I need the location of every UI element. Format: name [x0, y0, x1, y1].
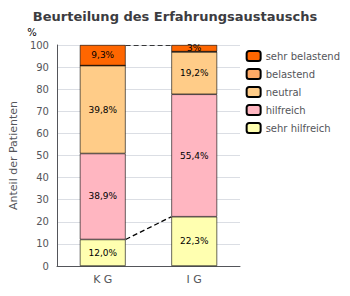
svg-text:K G: K G [93, 273, 112, 286]
svg-text:neutral: neutral [266, 87, 302, 98]
svg-text:9,3%: 9,3% [91, 50, 114, 60]
svg-text:belastend: belastend [266, 69, 315, 80]
svg-text:55,4%: 55,4% [180, 151, 209, 161]
svg-text:100: 100 [30, 40, 49, 51]
svg-text:10: 10 [36, 238, 49, 249]
svg-text:90: 90 [36, 62, 49, 73]
svg-text:sehr belastend: sehr belastend [266, 51, 340, 62]
svg-text:hilfreich: hilfreich [266, 105, 306, 116]
svg-text:3%: 3% [187, 43, 202, 53]
svg-text:38,9%: 38,9% [88, 191, 117, 201]
svg-text:%: % [27, 27, 37, 38]
svg-text:Beurteilung des Erfahrungsaust: Beurteilung des Erfahrungsaustauschs [33, 9, 318, 24]
svg-text:Anteil der Patienten: Anteil der Patienten [7, 101, 20, 210]
svg-text:19,2%: 19,2% [180, 68, 209, 78]
svg-text:22,3%: 22,3% [180, 236, 209, 246]
svg-text:50: 50 [36, 150, 49, 161]
svg-text:70: 70 [36, 106, 49, 117]
svg-text:40: 40 [36, 172, 49, 183]
svg-text:20: 20 [36, 216, 49, 227]
svg-text:sehr hilfreich: sehr hilfreich [266, 123, 331, 134]
svg-text:30: 30 [36, 194, 49, 205]
svg-text:80: 80 [36, 84, 49, 95]
svg-text:12,0%: 12,0% [88, 248, 117, 258]
svg-text:0: 0 [43, 261, 49, 272]
svg-text:I G: I G [187, 273, 202, 286]
svg-text:39,8%: 39,8% [88, 105, 117, 115]
svg-text:60: 60 [36, 128, 49, 139]
